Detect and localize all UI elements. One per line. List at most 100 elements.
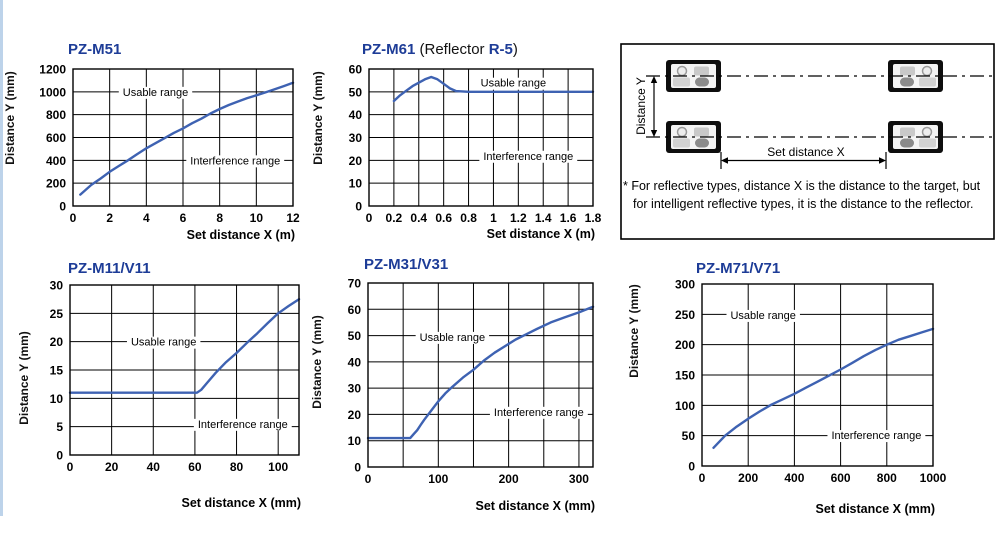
x-tick-label: 60	[188, 460, 202, 474]
range-annotation: Interference range	[494, 407, 584, 419]
range-annotation: Interference range	[198, 419, 288, 431]
x-tick-label: 1	[490, 211, 497, 225]
sensor-lens	[921, 126, 933, 138]
sensor-indicator	[900, 138, 914, 148]
y-axis-label: Distance Y (mm)	[627, 284, 641, 378]
y-tick-label: 0	[56, 449, 63, 463]
range-annotation: Usable range	[481, 78, 546, 90]
sensor-window	[919, 77, 936, 87]
y-axis-label: Distance Y (mm)	[310, 315, 324, 409]
annotation-mask	[489, 406, 588, 419]
x-tick-label: 1000	[920, 471, 947, 485]
chart-title-pz-m31-v31: PZ-M31/V31	[364, 256, 448, 273]
diagram-set-distance-x-label: Set distance X	[767, 145, 845, 159]
sensor-indicator	[900, 77, 914, 87]
y-tick-label: 20	[50, 335, 64, 349]
y-tick-label: 60	[349, 63, 363, 77]
x-tick-label: 100	[268, 460, 288, 474]
boundary-curve	[79, 81, 295, 196]
annotation-mask	[126, 336, 201, 349]
x-tick-label: 800	[877, 471, 897, 485]
diagram-footnote: * For reflective types, distance X is th…	[623, 179, 981, 211]
x-tick-label: 0.8	[460, 211, 477, 225]
x-tick-label: 1.6	[560, 211, 577, 225]
y-tick-label: 20	[348, 408, 362, 422]
x-tick-label: 1.8	[585, 211, 602, 225]
x-tick-label: 400	[784, 471, 804, 485]
plot-frame	[701, 283, 934, 467]
x-tick-label: 0.2	[386, 211, 403, 225]
y-tick-label: 800	[46, 108, 66, 122]
y-tick-label: 0	[688, 460, 695, 474]
y-tick-label: 20	[349, 154, 363, 168]
x-tick-label: 12	[286, 211, 300, 225]
x-tick-label: 1.4	[535, 211, 552, 225]
boundary-curve	[392, 75, 595, 103]
annotation-mask	[479, 150, 578, 163]
x-tick-label: 20	[105, 460, 119, 474]
sensor-icon	[888, 121, 943, 153]
annotation-mask	[827, 430, 926, 443]
range-annotation: Usable range	[420, 332, 485, 344]
x-tick-label: 0	[699, 471, 706, 485]
range-annotation: Interference range	[483, 151, 573, 163]
y-tick-label: 15	[50, 364, 64, 378]
x-tick-label: 4	[143, 211, 150, 225]
range-annotation: Usable range	[131, 337, 196, 349]
y-tick-label: 30	[349, 131, 363, 145]
y-tick-label: 0	[355, 200, 362, 214]
sensor-indicator	[695, 77, 709, 87]
chart-pz-m11-v11: Usable range Interference range 0 20 40 60 80 1…	[50, 279, 301, 511]
sensor-lens	[921, 65, 933, 77]
boundary-curve	[68, 298, 301, 394]
range-annotation: Interference range	[831, 430, 921, 442]
y-tick-label: 600	[46, 131, 66, 145]
y-tick-label: 200	[46, 177, 66, 191]
y-tick-label: 250	[675, 308, 695, 322]
x-axis-label: Set distance X (m)	[187, 228, 295, 242]
y-tick-label: 200	[675, 338, 695, 352]
sensor-lens	[676, 65, 688, 77]
plot-frame	[367, 282, 594, 468]
x-tick-label: 200	[738, 471, 758, 485]
x-tick-label: 10	[250, 211, 264, 225]
y-tick-label: 100	[675, 399, 695, 413]
y-tick-label: 50	[348, 329, 362, 343]
x-tick-label: 80	[230, 460, 244, 474]
x-tick-label: 2	[106, 211, 113, 225]
y-tick-label: 50	[349, 85, 363, 99]
chart-pz-m61: Usable range Interference range 0 0.2 0.4 0.6…	[349, 63, 602, 242]
chart-title-pz-m61: PZ-M61 (Reflector R-5)	[362, 41, 518, 58]
range-annotation: Interference range	[190, 155, 280, 167]
x-tick-label: 1.2	[510, 211, 527, 225]
diagram-distance-y-label: Distance Y	[634, 77, 648, 135]
y-tick-label: 40	[349, 108, 363, 122]
x-axis-label: Set distance X (m)	[487, 227, 595, 241]
y-tick-label: 50	[682, 429, 696, 443]
y-tick-label: 30	[50, 279, 64, 293]
range-annotation: Usable range	[123, 87, 188, 99]
sensor-lens	[676, 126, 688, 138]
y-tick-label: 70	[348, 277, 362, 291]
y-tick-label: 300	[675, 278, 695, 292]
sensor-window	[673, 77, 690, 87]
y-tick-label: 10	[50, 392, 64, 406]
arrowhead-right	[879, 157, 886, 164]
annotation-mask	[193, 418, 292, 431]
x-tick-label: 0	[366, 211, 373, 225]
x-tick-label: 40	[147, 460, 161, 474]
plot-frame	[368, 68, 594, 207]
annotation-mask	[726, 309, 800, 322]
model-name: PZ-M11/V11	[68, 260, 151, 277]
y-axis-label: Distance Y (mm)	[311, 71, 325, 165]
annotation-mask	[118, 86, 193, 99]
x-axis-label: Set distance X (mm)	[476, 499, 595, 513]
chart-pz-m71-v71: Usable range Interference range 0 200 400 600…	[675, 278, 947, 517]
boundary-curve	[712, 327, 935, 450]
x-tick-label: 6	[180, 211, 187, 225]
sensor-distance-diagram	[620, 43, 995, 240]
annotation-mask	[476, 77, 551, 90]
model-name: PZ-M31/V31	[364, 256, 449, 273]
sensor-indicator	[695, 138, 709, 148]
y-tick-label: 1000	[39, 85, 66, 99]
